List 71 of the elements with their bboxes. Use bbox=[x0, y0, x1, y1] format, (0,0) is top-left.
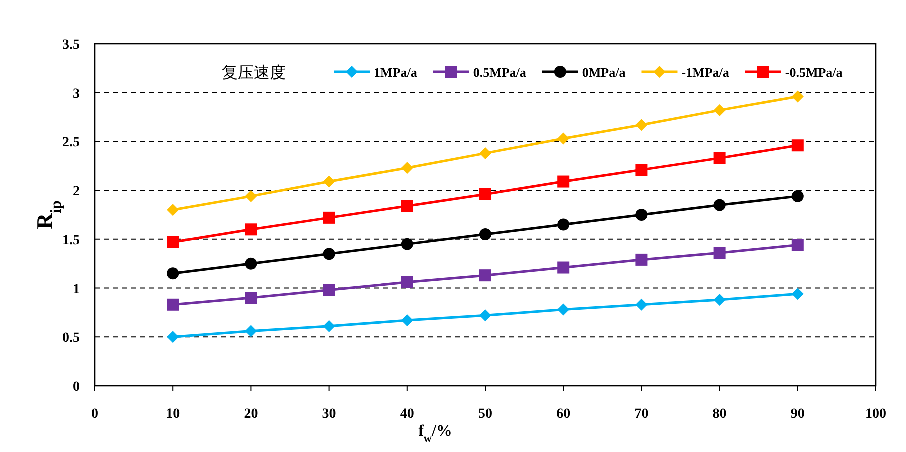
point bbox=[558, 132, 570, 145]
point bbox=[714, 199, 726, 212]
point bbox=[167, 268, 180, 280]
x-tick-label: 80 bbox=[712, 407, 727, 422]
point bbox=[714, 152, 726, 164]
point bbox=[401, 200, 414, 212]
point bbox=[245, 292, 258, 304]
point bbox=[245, 224, 258, 236]
point bbox=[167, 236, 180, 248]
x-tick-label: 40 bbox=[400, 407, 414, 422]
point bbox=[636, 209, 648, 221]
point bbox=[792, 190, 804, 202]
point bbox=[714, 104, 726, 116]
point bbox=[480, 228, 492, 241]
x-tick-label: 20 bbox=[244, 407, 258, 422]
point bbox=[167, 204, 180, 216]
point bbox=[558, 218, 570, 231]
point bbox=[323, 212, 336, 224]
point bbox=[401, 162, 414, 174]
y-tick-label: 2.5 bbox=[62, 136, 80, 151]
y-tick-label: 0.5 bbox=[62, 331, 80, 346]
legend-label: 0MPa/a bbox=[582, 65, 626, 80]
point bbox=[714, 247, 726, 260]
point bbox=[167, 298, 180, 311]
point bbox=[792, 90, 804, 103]
x-tick-label: 100 bbox=[866, 407, 886, 422]
x-tick-label: 10 bbox=[166, 407, 180, 422]
point bbox=[792, 288, 804, 300]
y-tick-label: 2 bbox=[73, 184, 80, 200]
x-tick-label: 50 bbox=[478, 407, 492, 422]
y-tick-label: 1 bbox=[73, 282, 80, 298]
point bbox=[480, 270, 492, 282]
legend-title: 复压速度 bbox=[222, 64, 286, 82]
legend-label: -0.5MPa/a bbox=[785, 65, 844, 80]
y-tick-label: 1.5 bbox=[62, 233, 80, 248]
point bbox=[245, 325, 258, 338]
y-tick-label: 3.5 bbox=[62, 38, 80, 53]
point bbox=[401, 238, 414, 250]
point bbox=[558, 304, 570, 316]
legend-label: 0.5MPa/a bbox=[473, 65, 527, 80]
point bbox=[167, 331, 180, 344]
point bbox=[636, 119, 648, 132]
point bbox=[480, 310, 492, 322]
point bbox=[636, 164, 648, 176]
x-axis-title: f$_{w}$/% bbox=[418, 423, 452, 445]
x-tick-label: 60 bbox=[556, 407, 571, 422]
point bbox=[323, 284, 336, 296]
legend-label: 1MPa/a bbox=[374, 65, 418, 80]
point bbox=[714, 294, 726, 306]
point bbox=[323, 248, 336, 260]
point bbox=[792, 239, 804, 252]
x-tick-label: 30 bbox=[322, 407, 336, 422]
point bbox=[245, 258, 258, 270]
point bbox=[480, 188, 492, 200]
point bbox=[636, 298, 648, 311]
y-tick-label: 0 bbox=[73, 380, 80, 395]
point bbox=[480, 147, 492, 160]
point bbox=[636, 254, 648, 266]
x-tick-label: 70 bbox=[634, 407, 649, 422]
point bbox=[323, 320, 336, 332]
point bbox=[401, 314, 414, 327]
point bbox=[401, 276, 414, 288]
point bbox=[245, 190, 258, 202]
point bbox=[558, 262, 570, 274]
legend-label: -1MPa/a bbox=[682, 65, 730, 80]
x-tick-label: 0 bbox=[92, 407, 98, 422]
y-tick-label: 3 bbox=[73, 86, 80, 102]
point bbox=[792, 140, 804, 152]
point bbox=[323, 176, 336, 188]
point bbox=[558, 176, 570, 188]
x-tick-label: 90 bbox=[790, 407, 805, 422]
